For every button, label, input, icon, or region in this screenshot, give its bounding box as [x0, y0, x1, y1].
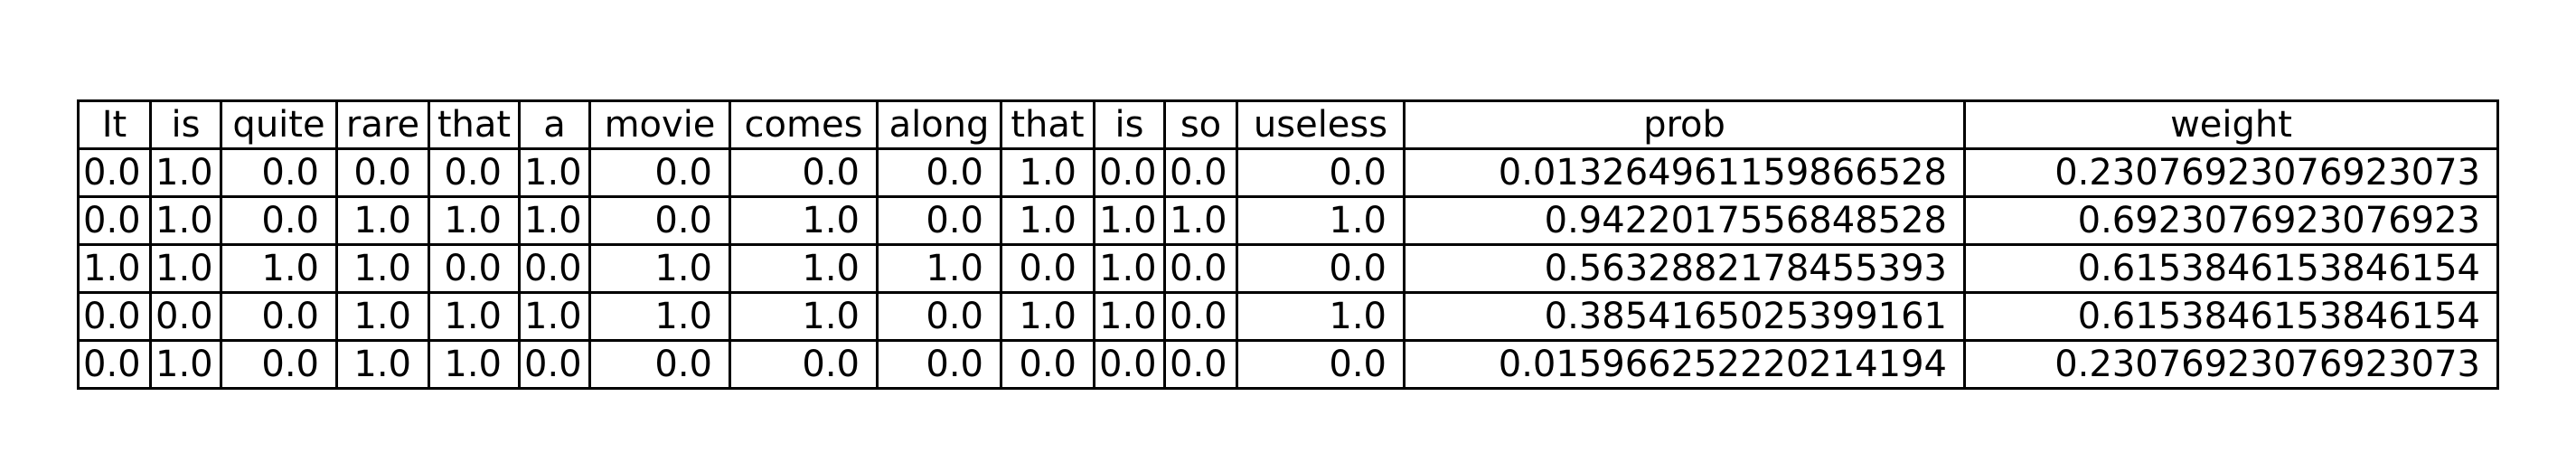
table-cell: 0.0 [876, 339, 1002, 390]
table-cell: 0.6153846153846154 [1963, 243, 2499, 294]
table-cell: 1.0 [1236, 291, 1406, 342]
table-row: 0.0 1.0 0.0 1.0 1.0 0.0 0.0 0.0 0.0 0.0 0.0 0.0 0.0 0… [77, 339, 2499, 390]
table-cell: 1.0 [335, 195, 430, 246]
table-cell: 0.015966252220214194 [1403, 339, 1966, 390]
column-header: rare [335, 99, 430, 150]
column-header: that [1000, 99, 1095, 150]
table-cell: 0.0 [729, 147, 879, 198]
table-cell: 0.0 [220, 195, 338, 246]
table-cell: 0.6923076923076923 [1963, 195, 2499, 246]
column-header: so [1163, 99, 1238, 150]
table-cell: 0.0 [876, 147, 1002, 198]
table-cell: 0.0 [729, 339, 879, 390]
table-cell: 0.0 [1163, 291, 1238, 342]
table-cell: 1.0 [729, 243, 879, 294]
table-cell: 0.0 [77, 147, 152, 198]
table-cell: 0.6153846153846154 [1963, 291, 2499, 342]
column-header: quite [220, 99, 338, 150]
column-header: is [1093, 99, 1166, 150]
column-header: It [77, 99, 152, 150]
table-cell: 1.0 [335, 291, 430, 342]
table-cell: 1.0 [77, 243, 152, 294]
table-cell: 0.0 [149, 291, 222, 342]
table-cell: 0.0 [876, 195, 1002, 246]
table-cell: 1.0 [1000, 147, 1095, 198]
table-cell: 0.0 [876, 291, 1002, 342]
table-cell: 0.0 [335, 147, 430, 198]
table-row: 0.0 0.0 0.0 1.0 1.0 1.0 1.0 1.0 0.0 1.0 1.0 0.0 1.0 0… [77, 291, 2499, 342]
table-cell: 1.0 [149, 195, 222, 246]
table-cell: 1.0 [588, 243, 731, 294]
table-cell: 1.0 [588, 291, 731, 342]
table-cell: 0.9422017556848528 [1403, 195, 1966, 246]
table-row: 0.0 1.0 0.0 0.0 0.0 1.0 0.0 0.0 0.0 1.0 0.0 0.0 0.0 0… [77, 147, 2499, 198]
table-cell: 0.23076923076923073 [1963, 147, 2499, 198]
table-cell: 0.0 [220, 291, 338, 342]
table-cell: 0.0 [428, 147, 521, 198]
table-cell: 1.0 [149, 339, 222, 390]
table-cell: 0.0 [1163, 243, 1238, 294]
table-cell: 0.0 [588, 147, 731, 198]
table-cell: 0.0 [518, 243, 591, 294]
header-row: It is quite rare that a movie comes along that is s… [77, 99, 2499, 150]
table-cell: 0.0 [588, 195, 731, 246]
table-cell: 1.0 [428, 339, 521, 390]
table-cell: 1.0 [518, 195, 591, 246]
table-cell: 1.0 [149, 147, 222, 198]
table-row: 1.0 1.0 1.0 1.0 0.0 0.0 1.0 1.0 1.0 0.0 1.0 0.0 0.0 0… [77, 243, 2499, 294]
table-cell: 0.0 [1000, 243, 1095, 294]
table-row: 0.0 1.0 0.0 1.0 1.0 1.0 0.0 1.0 0.0 1.0 1.0 1.0 1.0 0… [77, 195, 2499, 246]
table-cell: 0.0 [1093, 147, 1166, 198]
table-cell: 0.0 [1163, 339, 1238, 390]
table-cell: 1.0 [1163, 195, 1238, 246]
table-cell: 0.0 [1236, 339, 1406, 390]
table-cell: 1.0 [1093, 291, 1166, 342]
table-cell: 0.0 [77, 291, 152, 342]
table-cell: 1.0 [149, 243, 222, 294]
table-cell: 0.0 [77, 195, 152, 246]
table-cell: 1.0 [729, 195, 879, 246]
table-cell: 0.0 [518, 339, 591, 390]
column-header: weight [1963, 99, 2499, 150]
table-cell: 0.013264961159866528 [1403, 147, 1966, 198]
column-header: that [428, 99, 521, 150]
table-cell: 0.23076923076923073 [1963, 339, 2499, 390]
table-cell: 1.0 [428, 195, 521, 246]
data-table: It is quite rare that a movie comes along that is s… [77, 99, 2499, 390]
table-cell: 1.0 [1236, 195, 1406, 246]
column-header: is [149, 99, 222, 150]
table-cell: 1.0 [1093, 243, 1166, 294]
table-cell: 1.0 [335, 339, 430, 390]
column-header: a [518, 99, 591, 150]
table-cell: 0.0 [220, 339, 338, 390]
table-cell: 0.0 [77, 339, 152, 390]
table-cell: 1.0 [1000, 291, 1095, 342]
table-cell: 0.0 [1163, 147, 1238, 198]
table-cell: 0.0 [220, 147, 338, 198]
table-cell: 1.0 [518, 147, 591, 198]
table-cell: 0.0 [1236, 147, 1406, 198]
column-header: prob [1403, 99, 1966, 150]
table-cell: 0.0 [428, 243, 521, 294]
column-header: along [876, 99, 1002, 150]
table-cell: 1.0 [335, 243, 430, 294]
table-cell: 1.0 [876, 243, 1002, 294]
table-cell: 1.0 [220, 243, 338, 294]
table-cell: 0.0 [588, 339, 731, 390]
table-cell: 1.0 [428, 291, 521, 342]
table-cell: 0.0 [1000, 339, 1095, 390]
table-cell: 0.5632882178455393 [1403, 243, 1966, 294]
table-cell: 1.0 [729, 291, 879, 342]
table-cell: 0.3854165025399161 [1403, 291, 1966, 342]
table-cell: 1.0 [1000, 195, 1095, 246]
column-header: comes [729, 99, 879, 150]
column-header: movie [588, 99, 731, 150]
table-cell: 0.0 [1093, 339, 1166, 390]
table-cell: 0.0 [1236, 243, 1406, 294]
table-cell: 1.0 [1093, 195, 1166, 246]
column-header: useless [1236, 99, 1406, 150]
table-cell: 1.0 [518, 291, 591, 342]
